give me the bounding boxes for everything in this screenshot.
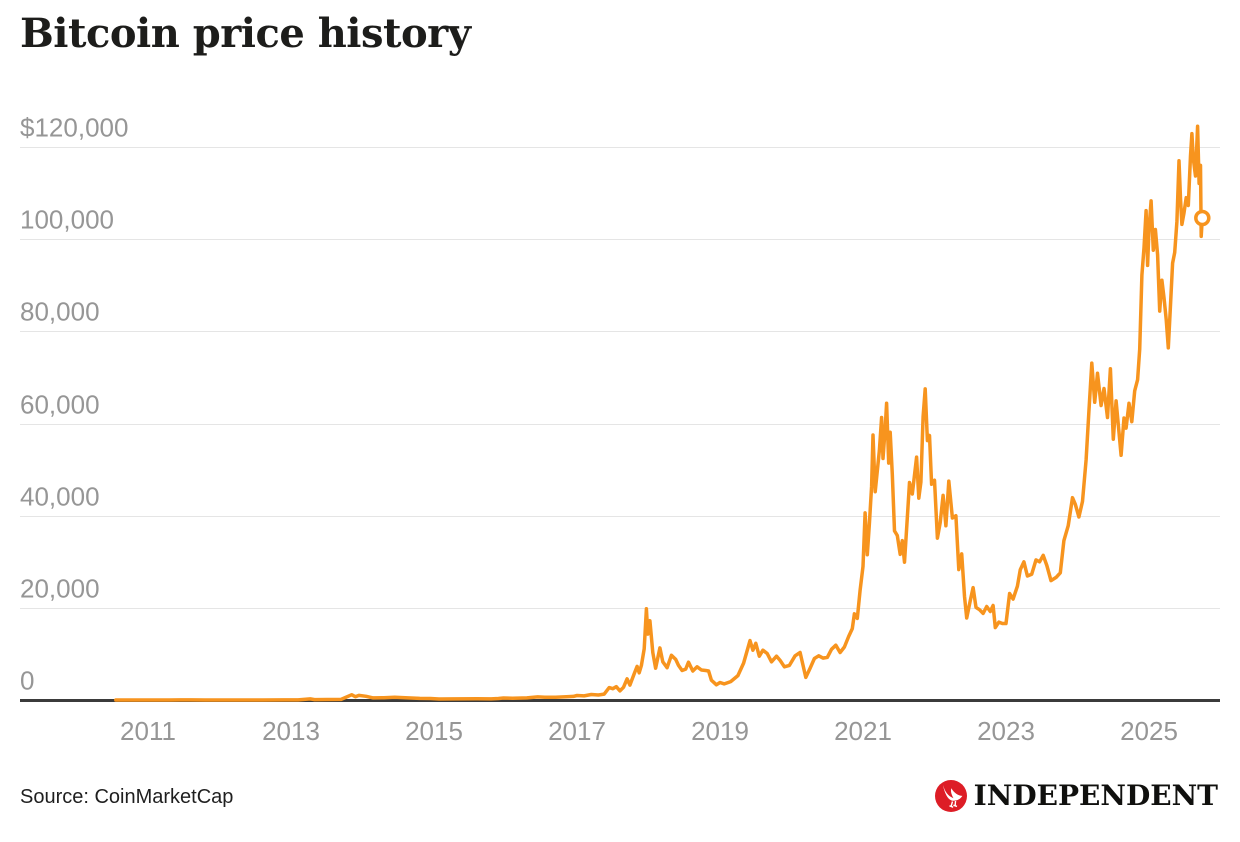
y-axis-tick-label: $120,000 bbox=[20, 113, 128, 143]
y-axis-tick-label: 100,000 bbox=[20, 205, 114, 235]
chart-title: Bitcoin price history bbox=[20, 10, 471, 57]
x-axis-tick-label: 2015 bbox=[405, 716, 463, 746]
source-credit: Source: CoinMarketCap bbox=[20, 786, 234, 808]
x-axis-tick-label: 2019 bbox=[691, 716, 749, 746]
x-axis-tick-label: 2011 bbox=[120, 716, 176, 746]
price-line bbox=[114, 124, 1205, 702]
x-axis-tick-label: 2017 bbox=[548, 716, 606, 746]
independent-eagle-icon bbox=[934, 779, 967, 812]
y-axis-tick-label: 60,000 bbox=[20, 390, 100, 420]
x-axis-tick-label: 2025 bbox=[1120, 716, 1178, 746]
y-axis-tick-label: 80,000 bbox=[20, 297, 100, 327]
x-axis-tick-label: 2013 bbox=[262, 716, 320, 746]
y-axis-tick-label: 20,000 bbox=[20, 574, 100, 604]
y-axis-tick-label: 40,000 bbox=[20, 482, 100, 512]
independent-wordmark: INDEPENDENT bbox=[973, 779, 1218, 812]
independent-logo: INDEPENDENT bbox=[934, 779, 1218, 812]
price-history-line-chart: $120,000 100,000 80,000 60,000 40,000 20,000 0… bbox=[20, 113, 1220, 746]
x-axis-tick-label: 2021 bbox=[834, 716, 892, 746]
latest-price-marker bbox=[1194, 209, 1211, 227]
x-axis-tick-label: 2023 bbox=[977, 716, 1035, 746]
y-axis-tick-label: 0 bbox=[20, 666, 34, 696]
